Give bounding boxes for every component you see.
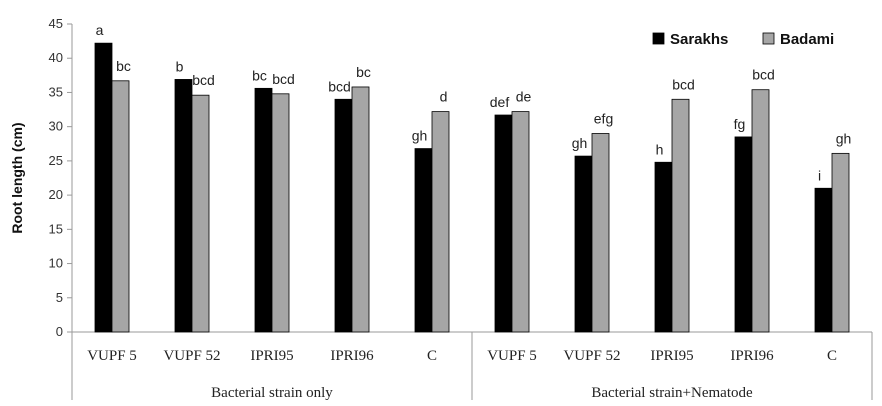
- letter-sarakhs-8: fg: [734, 116, 746, 132]
- x-tick-label: C: [427, 348, 437, 364]
- letter-sarakhs-6: gh: [572, 135, 588, 151]
- bar-badami-0: [111, 80, 130, 333]
- bar-badami-2: [271, 93, 290, 333]
- y-tick-label: 15: [49, 221, 63, 236]
- y-tick-label: 10: [49, 256, 63, 271]
- letter-badami-6: efg: [594, 111, 613, 127]
- bar-badami-3: [351, 86, 370, 333]
- y-tick-label: 45: [49, 16, 63, 31]
- x-ticks: VUPF 5 VUPF 52 IPRI95 IPRI96 C VUPF 5 VUPF 52 I…: [87, 348, 837, 364]
- legend-swatch-badami: [762, 32, 775, 45]
- letter-sarakhs-2: bc: [252, 67, 267, 83]
- bar-sarakhs-7: [654, 161, 673, 333]
- legend-label-badami: Badami: [780, 31, 834, 48]
- bar-sarakhs-8: [734, 136, 753, 333]
- letter-badami-8: bcd: [752, 67, 775, 83]
- letter-sarakhs-1: b: [176, 58, 184, 74]
- bar-badami-4: [431, 111, 450, 333]
- group-labels: Bacterial strain only Bacterial strain+Ne…: [211, 385, 753, 401]
- x-tick-label: IPRI96: [730, 348, 774, 364]
- letter-badami-5: de: [516, 89, 532, 105]
- letter-sarakhs-3: bcd: [328, 78, 351, 94]
- group-label-1: Bacterial strain+Nematode: [591, 385, 753, 401]
- y-tick-label: 35: [49, 84, 63, 99]
- letter-sarakhs-0: a: [96, 22, 104, 38]
- letter-badami-3: bc: [356, 64, 371, 80]
- bar-sarakhs-3: [334, 98, 353, 333]
- bar-badami-1: [191, 94, 210, 333]
- y-tick-label: 5: [56, 290, 63, 305]
- x-tick-label: IPRI95: [650, 348, 693, 364]
- group-label-0: Bacterial strain only: [211, 385, 333, 401]
- bar-sarakhs-4: [414, 148, 433, 333]
- y-axis-label-group: Root length (cm): [9, 122, 25, 233]
- bar-sarakhs-6: [574, 155, 593, 333]
- y-tick-label: 25: [49, 153, 63, 168]
- x-tick-label: IPRI95: [250, 348, 293, 364]
- x-tick-label: VUPF 52: [563, 348, 620, 364]
- y-tick-label: 0: [56, 324, 63, 339]
- bar-sarakhs-0: [94, 42, 113, 333]
- y-ticks: 0 5 10 15 20 25 30 35 40 45: [49, 16, 72, 339]
- x-tick-label: IPRI96: [330, 348, 374, 364]
- bar-sarakhs-9: [814, 187, 833, 333]
- bar-badami-8: [751, 89, 770, 333]
- x-tick-label: VUPF 5: [87, 348, 137, 364]
- x-tick-label: VUPF 5: [487, 348, 537, 364]
- bar-sarakhs-5: [494, 114, 513, 333]
- letter-sarakhs-9: i: [818, 167, 821, 183]
- bar-sarakhs-1: [174, 79, 193, 333]
- letter-sarakhs-5: def: [490, 94, 510, 110]
- bar-badami-9: [831, 152, 850, 333]
- letter-sarakhs-4: gh: [412, 128, 428, 144]
- y-tick-label: 20: [49, 187, 63, 202]
- bar-badami-6: [591, 133, 610, 333]
- y-axis-label: Root length (cm): [9, 122, 25, 233]
- letter-badami-1: bcd: [192, 72, 215, 88]
- letter-badami-4: d: [440, 89, 448, 105]
- y-tick-label: 40: [49, 50, 63, 65]
- x-tick-label: VUPF 52: [163, 348, 220, 364]
- legend: Sarakhs Badami: [652, 31, 834, 48]
- legend-swatch-sarakhs: [652, 32, 665, 45]
- letter-badami-7: bcd: [672, 76, 695, 92]
- letter-sarakhs-7: h: [656, 141, 664, 157]
- bar-badami-5: [511, 111, 530, 333]
- bars: [94, 42, 850, 333]
- y-tick-label: 30: [49, 119, 63, 134]
- letter-badami-2: bcd: [272, 71, 295, 87]
- letter-badami-0: bc: [116, 58, 131, 74]
- bar-sarakhs-2: [254, 87, 273, 333]
- letter-badami-9: gh: [836, 130, 852, 146]
- x-tick-label: C: [827, 348, 837, 364]
- legend-label-sarakhs: Sarakhs: [670, 31, 728, 48]
- bar-badami-7: [671, 98, 690, 333]
